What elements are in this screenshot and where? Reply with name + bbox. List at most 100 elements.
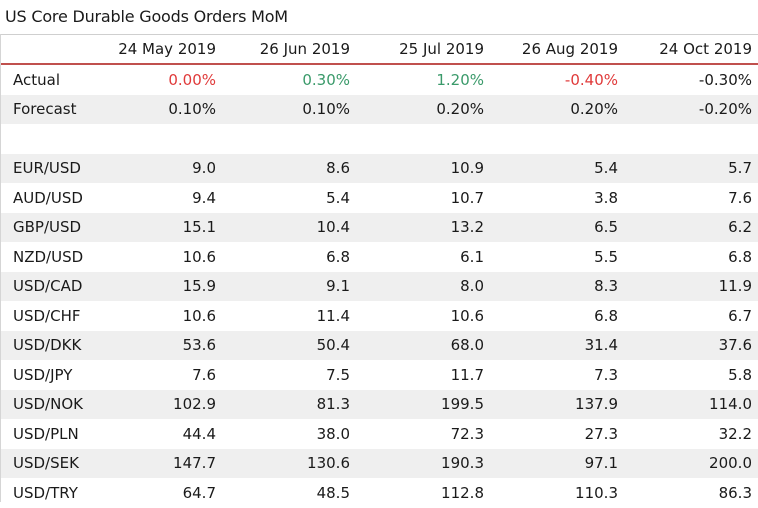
value-cell: 0.20%	[490, 94, 624, 124]
table-row: USD/CHF 10.6 11.4 10.6 6.8 6.7	[0, 301, 758, 331]
value-cell: 3.8	[490, 183, 624, 213]
value-cell: 1.20%	[356, 64, 490, 95]
value-cell: 0.00%	[88, 64, 222, 95]
table-row: AUD/USD 9.4 5.4 10.7 3.8 7.6	[0, 183, 758, 213]
table-row: USD/JPY 7.6 7.5 11.7 7.3 5.8	[0, 360, 758, 390]
value-cell: 6.8	[490, 301, 624, 331]
page-title: US Core Durable Goods Orders MoM	[5, 7, 288, 26]
spacer-cell	[356, 124, 490, 154]
value-cell: 31.4	[490, 330, 624, 360]
value-cell: 5.8	[624, 360, 758, 390]
value-cell: 86.3	[624, 478, 758, 508]
value-cell: 44.4	[88, 419, 222, 449]
value-cell: 38.0	[222, 419, 356, 449]
summary-row: Actual 0.00% 0.30% 1.20% -0.40% -0.30%	[0, 64, 758, 95]
table-body: Actual 0.00% 0.30% 1.20% -0.40% -0.30% Forecas…	[0, 64, 758, 508]
value-cell: 9.4	[88, 183, 222, 213]
value-cell: 48.5	[222, 478, 356, 508]
value-cell: 10.6	[88, 301, 222, 331]
table-row: USD/PLN 44.4 38.0 72.3 27.3 32.2	[0, 419, 758, 449]
value-cell: -0.40%	[490, 64, 624, 95]
row-label: NZD/USD	[0, 242, 88, 272]
value-cell: 5.4	[490, 153, 624, 183]
value-cell: 64.7	[88, 478, 222, 508]
row-label: USD/JPY	[0, 360, 88, 390]
header-row: 24 May 2019 26 Jun 2019 25 Jul 2019 26 A…	[0, 34, 758, 65]
value-cell: 81.3	[222, 389, 356, 419]
summary-row: Forecast 0.10% 0.10% 0.20% 0.20% -0.20%	[0, 94, 758, 124]
value-cell: 7.3	[490, 360, 624, 390]
value-cell: 13.2	[356, 212, 490, 242]
value-cell: 8.0	[356, 271, 490, 301]
value-cell: 97.1	[490, 448, 624, 478]
value-cell: 11.7	[356, 360, 490, 390]
row-label: EUR/USD	[0, 153, 88, 183]
value-cell: 7.6	[88, 360, 222, 390]
table-row: USD/NOK 102.9 81.3 199.5 137.9 114.0	[0, 389, 758, 419]
value-cell: 0.10%	[88, 94, 222, 124]
row-label: USD/SEK	[0, 448, 88, 478]
value-cell: 10.9	[356, 153, 490, 183]
value-cell: 6.1	[356, 242, 490, 272]
value-cell: -0.30%	[624, 64, 758, 95]
spacer-cell	[624, 124, 758, 154]
table-row: USD/DKK 53.6 50.4 68.0 31.4 37.6	[0, 330, 758, 360]
value-cell: 6.8	[222, 242, 356, 272]
spacer-cell	[88, 124, 222, 154]
value-cell: 200.0	[624, 448, 758, 478]
value-cell: 130.6	[222, 448, 356, 478]
header-cell-date: 24 May 2019	[88, 34, 222, 65]
row-label: USD/TRY	[0, 478, 88, 508]
value-cell: 10.4	[222, 212, 356, 242]
value-cell: 5.7	[624, 153, 758, 183]
value-cell: 9.0	[88, 153, 222, 183]
value-cell: 0.20%	[356, 94, 490, 124]
header-cell-date: 24 Oct 2019	[624, 34, 758, 65]
row-label: USD/PLN	[0, 419, 88, 449]
value-cell: 199.5	[356, 389, 490, 419]
value-cell: 112.8	[356, 478, 490, 508]
header-cell-date: 26 Jun 2019	[222, 34, 356, 65]
value-cell: 6.2	[624, 212, 758, 242]
value-cell: 6.5	[490, 212, 624, 242]
value-cell: 72.3	[356, 419, 490, 449]
value-cell: 147.7	[88, 448, 222, 478]
value-cell: 7.6	[624, 183, 758, 213]
value-cell: 110.3	[490, 478, 624, 508]
row-label: Actual	[0, 64, 88, 95]
value-cell: 53.6	[88, 330, 222, 360]
header-cell-label	[0, 34, 88, 65]
value-cell: 8.6	[222, 153, 356, 183]
value-cell: -0.20%	[624, 94, 758, 124]
row-label: GBP/USD	[0, 212, 88, 242]
row-label: AUD/USD	[0, 183, 88, 213]
row-label: USD/NOK	[0, 389, 88, 419]
table-row: GBP/USD 15.1 10.4 13.2 6.5 6.2	[0, 212, 758, 242]
spacer-cell	[0, 124, 88, 154]
value-cell: 32.2	[624, 419, 758, 449]
spacer-cell	[222, 124, 356, 154]
value-cell: 5.5	[490, 242, 624, 272]
value-cell: 37.6	[624, 330, 758, 360]
value-cell: 27.3	[490, 419, 624, 449]
value-cell: 137.9	[490, 389, 624, 419]
row-label: USD/DKK	[0, 330, 88, 360]
value-cell: 6.7	[624, 301, 758, 331]
value-cell: 8.3	[490, 271, 624, 301]
table-row: EUR/USD 9.0 8.6 10.9 5.4 5.7	[0, 153, 758, 183]
spacer-row	[0, 124, 758, 154]
value-cell: 6.8	[624, 242, 758, 272]
value-cell: 11.9	[624, 271, 758, 301]
value-cell: 5.4	[222, 183, 356, 213]
value-cell: 15.9	[88, 271, 222, 301]
value-cell: 15.1	[88, 212, 222, 242]
spacer-cell	[490, 124, 624, 154]
value-cell: 10.6	[356, 301, 490, 331]
value-cell: 102.9	[88, 389, 222, 419]
row-label: USD/CHF	[0, 301, 88, 331]
value-cell: 11.4	[222, 301, 356, 331]
value-cell: 10.6	[88, 242, 222, 272]
value-cell: 7.5	[222, 360, 356, 390]
table-row: USD/SEK 147.7 130.6 190.3 97.1 200.0	[0, 448, 758, 478]
